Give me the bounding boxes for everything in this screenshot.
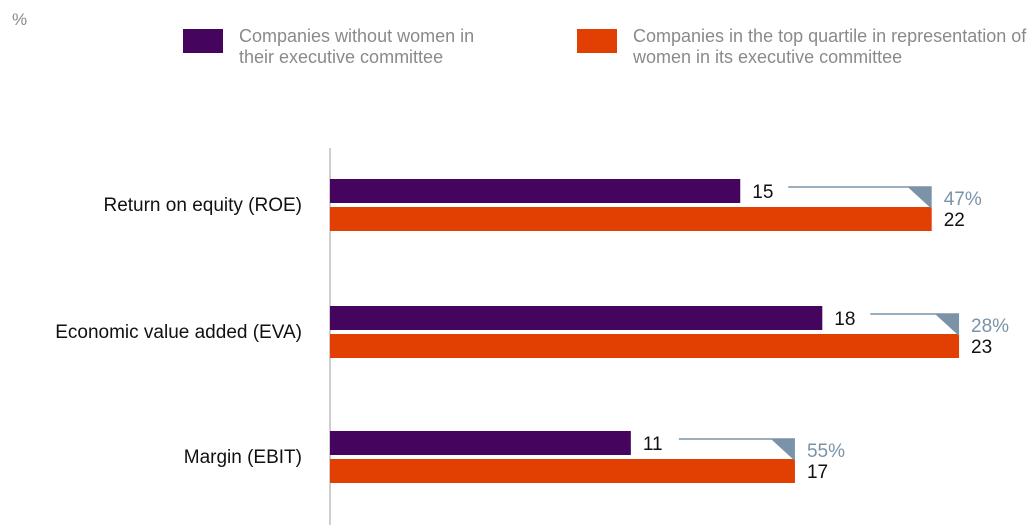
legend-item-without-women: Companies without women in their executi… xyxy=(183,26,479,68)
legend-swatch-orange xyxy=(577,29,617,53)
bar-value-label: 18 xyxy=(834,309,855,330)
bar-value-label: 15 xyxy=(752,182,773,203)
difference-label: 47% xyxy=(944,189,982,210)
annotation-marker xyxy=(770,439,795,461)
bar-without-women xyxy=(330,431,631,455)
bar-top-quartile xyxy=(330,334,960,358)
bar-value-label: 22 xyxy=(944,210,965,231)
category-label: Margin (EBIT) xyxy=(184,447,302,468)
bar-top-quartile xyxy=(330,207,932,231)
bar-value-label: 23 xyxy=(971,337,992,358)
bar-value-label: 17 xyxy=(807,462,828,483)
category-label: Return on equity (ROE) xyxy=(103,195,302,216)
bar-without-women xyxy=(330,306,823,330)
difference-label: 28% xyxy=(971,316,1009,337)
category-label: Economic value added (EVA) xyxy=(55,322,302,343)
legend-swatch-purple xyxy=(183,29,223,53)
annotation-marker xyxy=(907,187,932,209)
annotation-marker xyxy=(935,314,960,336)
legend-item-top-quartile: Companies in the top quartile in represe… xyxy=(577,26,1032,68)
bar-top-quartile xyxy=(330,459,795,483)
bar-value-label: 11 xyxy=(643,434,663,455)
difference-label: 55% xyxy=(807,441,845,462)
bar-without-women xyxy=(330,179,741,203)
unit-label: % xyxy=(12,10,28,29)
legend-label-without-women: Companies without women in their executi… xyxy=(239,26,475,67)
legend-label-top-quartile: Companies in the top quartile in represe… xyxy=(633,26,1027,67)
